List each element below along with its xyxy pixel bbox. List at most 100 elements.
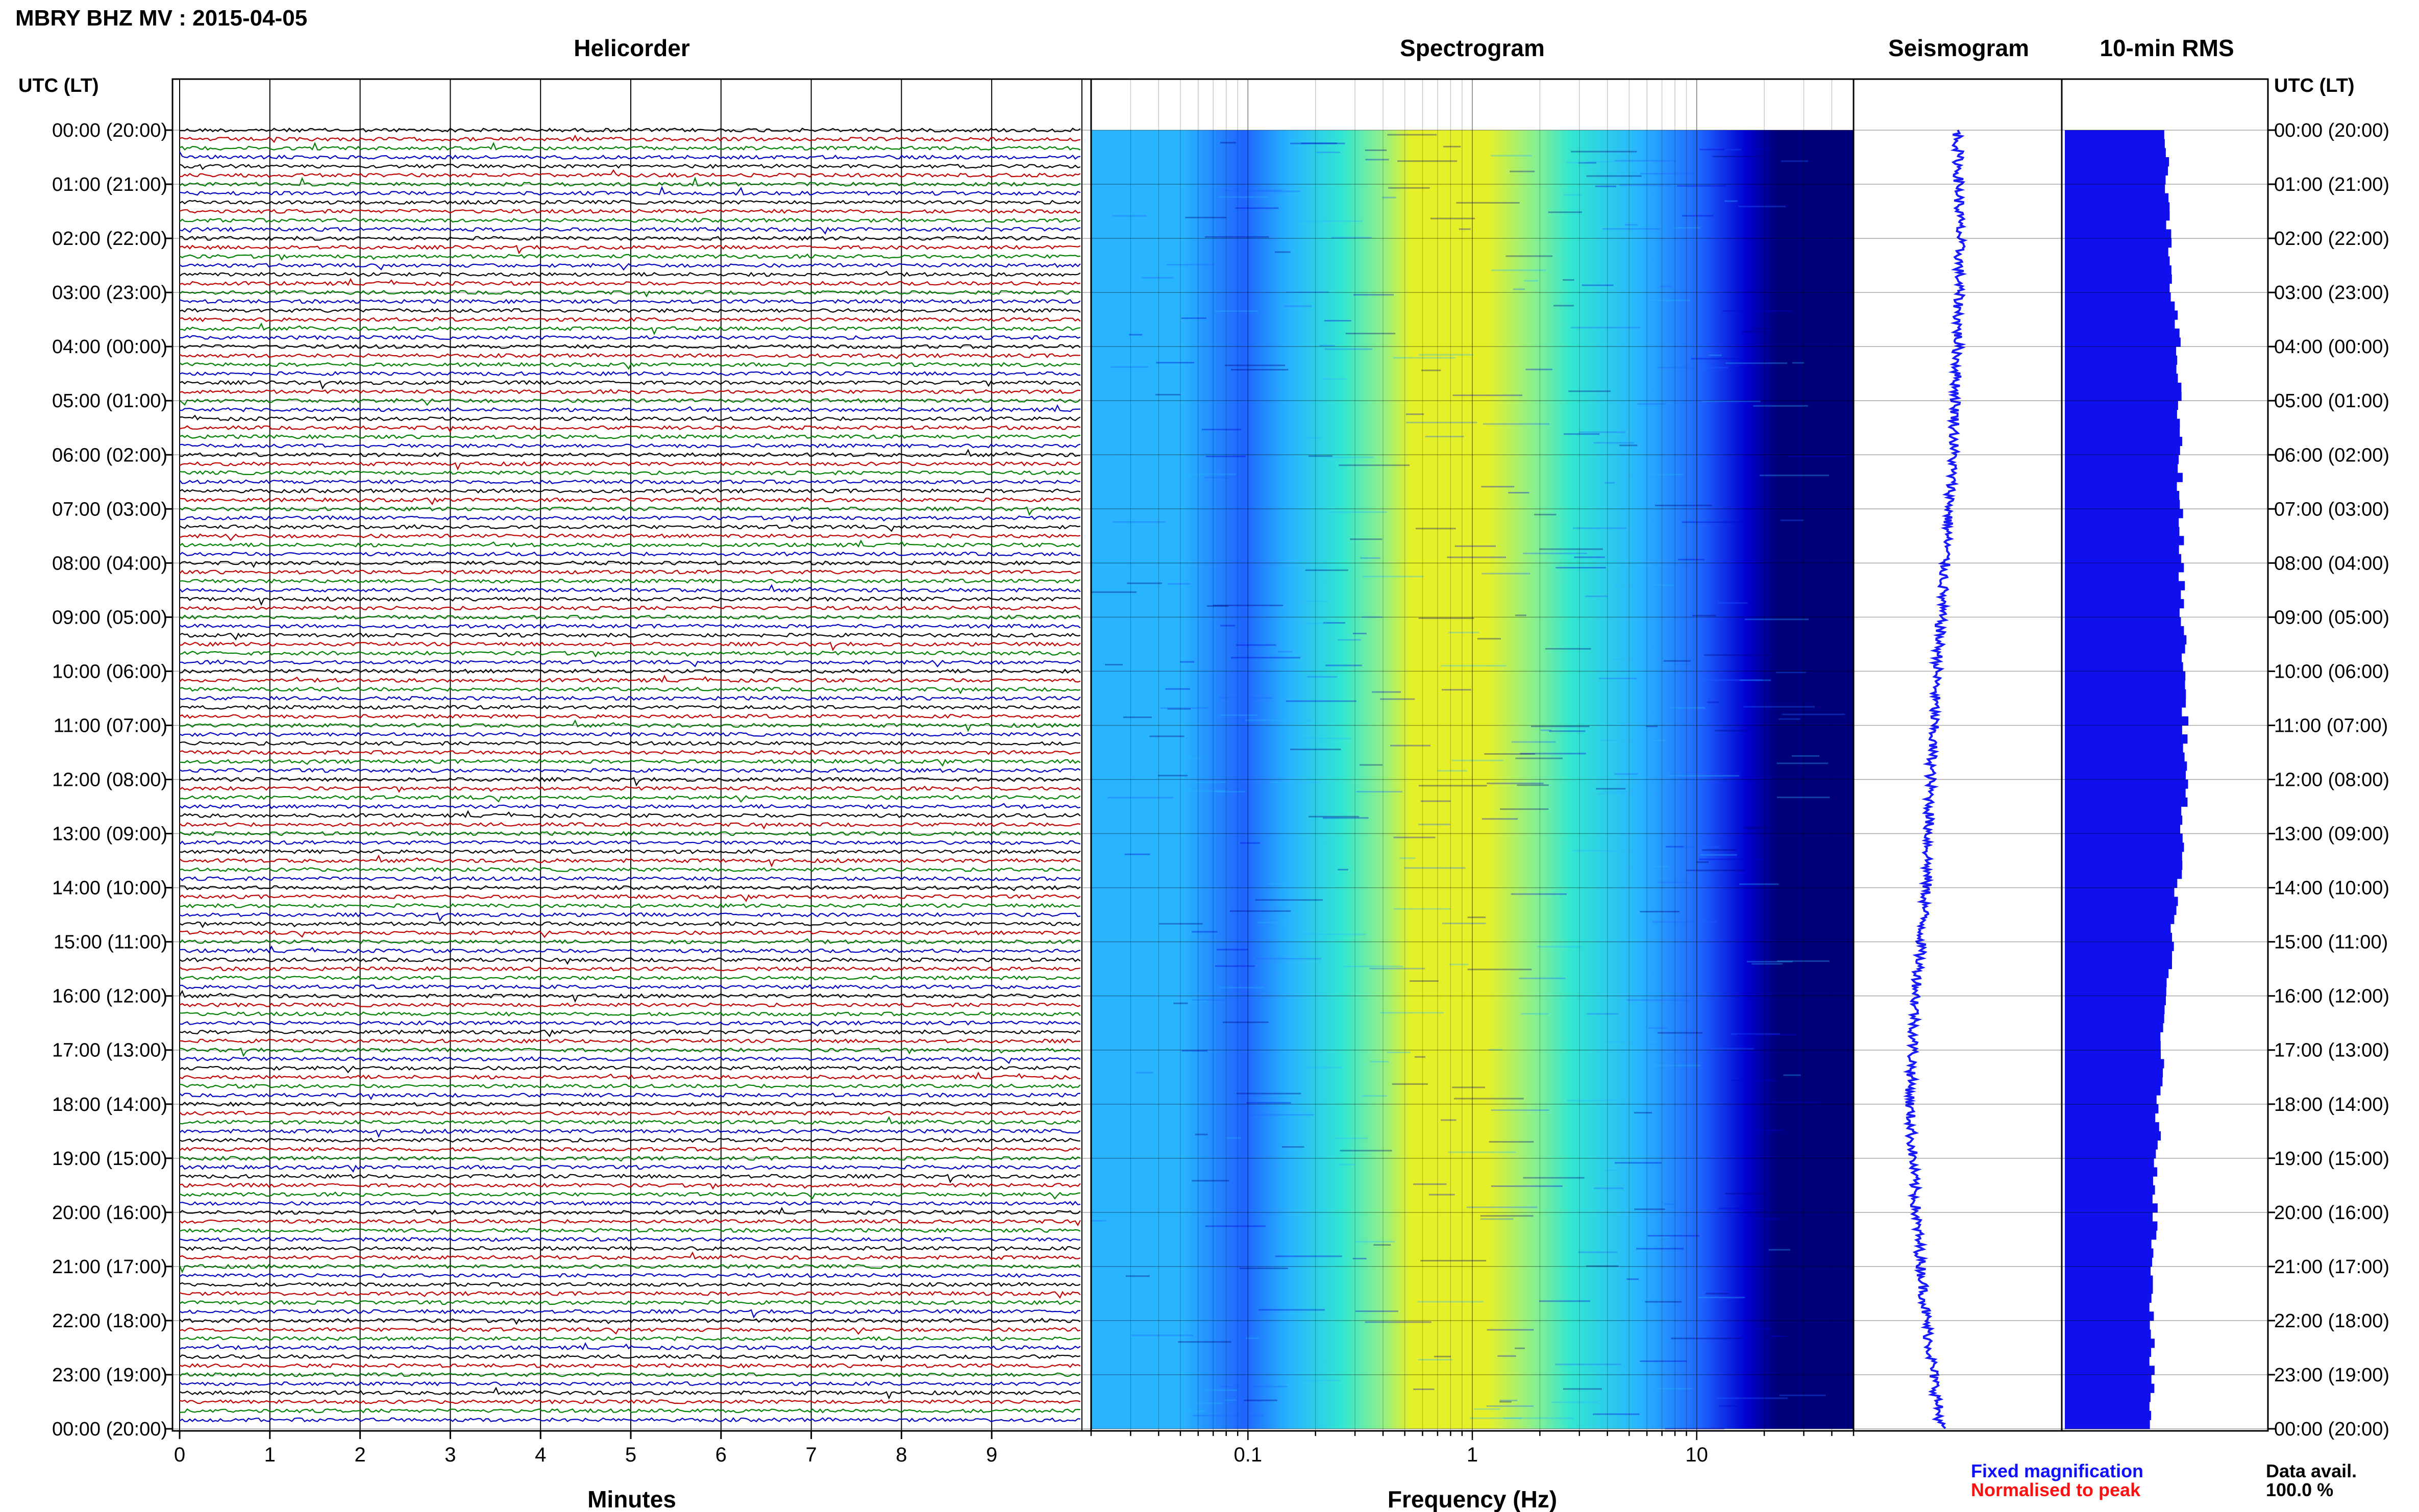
rms-bar [2065,806,2182,816]
time-tick-label-left: 20:00 (16:00) [52,1202,167,1224]
spectrogram-texture [1350,538,1383,540]
spectrogram-texture [1658,1032,1703,1034]
spectrogram-texture [1665,1428,1724,1430]
spectrogram-texture [1362,576,1424,578]
frequency-tick-label: 0.1 [1234,1444,1263,1466]
rms-bar [2065,788,2186,798]
spectrogram-texture [1287,1379,1341,1381]
helicorder-trace [179,151,1081,160]
spectrogram-texture [1658,366,1728,368]
spectrogram-texture [1567,1100,1626,1102]
spectrogram-texture [1275,251,1291,253]
spectrogram-texture [1355,1241,1395,1243]
helicorder-trace [179,449,1080,458]
helicorder-trace [179,488,1081,494]
spectrogram-texture [1477,638,1501,640]
minutes-tick-label: 7 [805,1444,817,1466]
spectrogram-texture [1397,160,1458,162]
spectrogram-texture [1335,1137,1368,1139]
spectrogram-texture [1219,1385,1288,1387]
helicorder-trace [179,840,1081,846]
helicorder-trace [179,1093,1081,1100]
helicorder-panel [171,78,1092,1432]
spectrogram-texture [1549,730,1586,732]
spectrogram-texture [1160,707,1208,709]
helicorder-trace [179,163,1081,170]
rms-bar [2065,725,2182,735]
spectrogram-texture [1451,759,1503,761]
spectrogram-texture [1660,285,1672,287]
rms-bar [2065,1383,2155,1393]
spectrogram-texture [1540,729,1552,731]
helicorder-trace [179,785,1081,793]
helicorder-frame [171,78,1092,1432]
spectrogram-texture [1615,160,1676,162]
helicorder-trace [179,1386,1081,1400]
helicorder-trace [179,1336,1081,1342]
spectrogram-texture [1625,474,1684,476]
helicorder-trace [180,1011,1081,1017]
spectrogram-texture [1449,963,1469,965]
spectrogram-texture [1437,770,1467,772]
spectrogram-texture [1406,422,1477,424]
spectrogram-texture [1588,161,1650,163]
spectrogram-texture [1743,706,1815,708]
rms-bar [2065,680,2185,690]
rms-bar [2065,328,2180,338]
helicorder-trace [179,876,1081,882]
spectrogram-texture [1256,958,1321,960]
spectrogram-texture [1731,1033,1780,1035]
rms-bar [2065,1393,2151,1402]
spectrogram-texture [1556,567,1607,568]
helicorder-title: Helicorder [574,35,690,61]
time-tick-label-left: 10:00 (06:00) [52,661,167,682]
spectrogram-texture [1352,633,1367,634]
spectrogram-texture [1653,1064,1701,1067]
spectrogram-texture [1155,393,1180,395]
spectrogram-texture [1165,688,1190,690]
spectrogram-texture [1509,170,1535,172]
spectrogram-texture [1249,1114,1314,1116]
rms-bar [2065,229,2171,239]
spectrogram-texture [1399,857,1416,859]
spectrogram-texture [1491,269,1546,271]
spectrogram-texture [1324,348,1372,350]
spectrogram-texture [1352,1257,1367,1259]
rms-bar [2065,860,2183,870]
spectrogram-texture [1592,1413,1640,1415]
spectrogram-texture [1487,1329,1534,1331]
helicorder-trace [179,1327,1081,1335]
time-tick-label-left: 08:00 (04:00) [52,553,167,574]
time-tick-label-left: 16:00 (12:00) [52,986,167,1007]
helicorder-trace [179,1363,1081,1369]
helicorder-trace [179,308,1081,313]
rms-bar [2065,401,2178,410]
spectrogram-texture [1634,300,1691,302]
spectrogram-texture [1706,1293,1729,1295]
helicorder-trace [179,290,1081,298]
time-tick-label-right: 17:00 (13:00) [2274,1040,2389,1061]
spectrogram-texture [1673,227,1700,229]
time-tick-label-right: 09:00 (05:00) [2274,607,2389,628]
time-tick-label-right: 15:00 (11:00) [2274,932,2388,953]
helicorder-trace [179,1408,1081,1414]
spectrogram-texture [1205,1225,1266,1227]
spectrogram-texture [1698,679,1763,681]
rms-bar [2065,1032,2161,1042]
spectrogram-texture [1393,357,1455,359]
spectrogram-texture [1286,291,1329,293]
spectrogram-texture [1570,151,1637,153]
spectrogram-texture [1624,224,1638,226]
spectrogram-texture [1340,1150,1392,1152]
spectrogram-texture [1235,207,1279,209]
rms-bar [2065,1257,2153,1267]
spectrogram-texture [1715,730,1749,732]
helicorder-trace [179,975,1081,981]
helicorder-trace [179,651,1081,658]
rms-bar [2065,292,2171,302]
helicorder-trace [179,1300,1081,1305]
spectrogram-texture [1255,899,1323,901]
spectrogram-texture [1442,923,1486,925]
rms-bar [2065,1339,2155,1348]
